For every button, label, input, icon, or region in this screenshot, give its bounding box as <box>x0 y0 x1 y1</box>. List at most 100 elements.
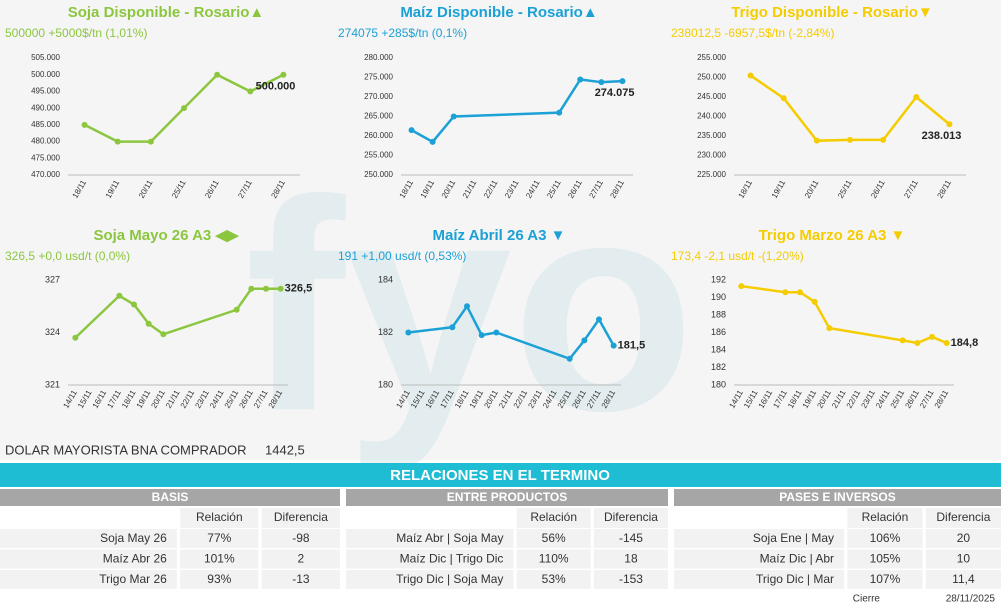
cell <box>346 549 514 569</box>
cell-value: -145 <box>619 531 643 545</box>
chart-subtitle: 238012,5 -6957,5$/tn (-2,84%) <box>671 26 834 40</box>
cell-value: 110% <box>539 552 569 566</box>
y-tick-label: 470.000 <box>31 170 60 179</box>
point <box>408 127 415 134</box>
point <box>72 334 79 341</box>
cell <box>516 549 591 569</box>
chart-title: Maíz Abril 26 A3 ▼ <box>433 227 566 244</box>
point <box>811 298 818 305</box>
section-header-bar <box>346 489 668 506</box>
cell <box>593 570 668 589</box>
y-tick-label: 270.000 <box>364 92 393 101</box>
y-tick-label: 190 <box>711 292 726 302</box>
point <box>181 105 187 112</box>
footer-date: 28/11/2025 <box>946 594 996 605</box>
point <box>429 138 436 145</box>
header-cell <box>593 508 668 528</box>
cell-value: 10 <box>957 552 971 566</box>
point <box>738 283 745 290</box>
section-header-bar <box>0 489 340 506</box>
header-cell <box>925 508 1001 528</box>
relaciones-title: RELACIONES EN EL TERMINO <box>390 467 610 484</box>
point <box>610 342 617 349</box>
cell <box>593 549 668 569</box>
chart-subtitle: 173,4 -2,1 usd/t -(1,20%) <box>671 249 804 263</box>
point <box>214 71 221 78</box>
section-title: BASIS <box>152 490 189 504</box>
cell-value: -13 <box>292 572 310 586</box>
cell <box>180 570 259 589</box>
section-title: ENTRE PRODUCTOS <box>447 490 567 504</box>
cell <box>847 549 923 569</box>
y-tick-label: 186 <box>711 327 726 337</box>
point <box>450 113 457 120</box>
point <box>145 320 152 327</box>
point <box>233 306 240 313</box>
y-tick-label: 184 <box>711 344 726 354</box>
cell-value: 101% <box>204 552 235 566</box>
row-label: Maíz Abr 26 <box>103 552 167 566</box>
cell-value: 18 <box>624 552 638 566</box>
y-tick-label: 192 <box>711 274 726 284</box>
point <box>263 285 269 292</box>
point <box>405 329 412 336</box>
column-header: Diferencia <box>274 510 328 524</box>
value-label: 238.013 <box>922 130 962 142</box>
row-label: Soja Ene | May <box>753 531 834 545</box>
y-tick-label: 240.000 <box>697 112 726 121</box>
point <box>114 138 121 145</box>
y-tick-label: 480.000 <box>31 137 60 146</box>
y-tick-label: 500.000 <box>31 70 60 79</box>
cell <box>847 529 923 548</box>
cell <box>925 549 1001 569</box>
chart-title: Maíz Disponible - Rosario▲ <box>400 4 597 21</box>
y-tick-label: 475.000 <box>31 153 60 162</box>
chart-title: Soja Mayo 26 A3 ◀▶ <box>93 227 240 244</box>
relaciones-bar <box>0 463 1001 487</box>
cell <box>674 570 845 589</box>
cell <box>180 549 259 569</box>
y-tick-label: 324 <box>45 327 60 337</box>
header-cell <box>261 508 340 528</box>
y-tick-label: 505.000 <box>31 53 60 62</box>
y-tick-label: 260.000 <box>364 131 393 140</box>
point <box>449 324 456 331</box>
point <box>596 316 602 323</box>
chart-subtitle: 500000 +5000$/tn (1,01%) <box>5 26 147 40</box>
point <box>248 285 255 292</box>
cell-value: -98 <box>292 531 310 545</box>
cell-value: 2 <box>298 552 305 566</box>
cell-value: -153 <box>619 572 643 586</box>
y-tick-label: 327 <box>45 274 60 284</box>
chart-title: Trigo Marzo 26 A3 ▼ <box>759 227 906 244</box>
y-tick-label: 230.000 <box>697 151 726 160</box>
dolar-label: DOLAR MAYORISTA BNA COMPRADOR <box>5 442 247 457</box>
point <box>826 325 833 332</box>
point <box>160 331 167 338</box>
column-header: Diferencia <box>936 510 990 524</box>
point <box>782 289 789 296</box>
y-tick-label: 180 <box>711 379 726 389</box>
y-tick-label: 235.000 <box>697 131 726 140</box>
y-tick-label: 180 <box>378 379 393 389</box>
point <box>147 138 154 145</box>
cell-value: 20 <box>957 531 971 545</box>
point <box>813 137 820 144</box>
y-tick-label: 255.000 <box>697 53 726 62</box>
value-label: 274.075 <box>595 87 635 99</box>
point <box>131 301 137 308</box>
cell-value: 93% <box>207 572 231 586</box>
row-label: Soja May 26 <box>100 531 167 545</box>
value-label: 181,5 <box>618 340 646 352</box>
point <box>780 95 787 102</box>
y-tick-label: 265.000 <box>364 112 393 121</box>
cell-value: 105% <box>870 552 901 566</box>
point <box>493 329 500 336</box>
point <box>914 340 921 346</box>
header-cell <box>516 508 591 528</box>
section-header-bar <box>674 489 1001 506</box>
point <box>899 337 906 344</box>
cell <box>261 529 340 548</box>
